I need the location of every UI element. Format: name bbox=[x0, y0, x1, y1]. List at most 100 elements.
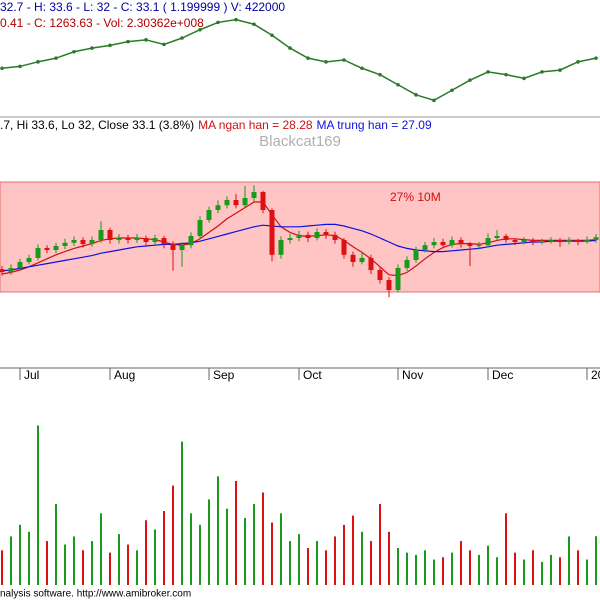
candle-body bbox=[377, 270, 383, 280]
moving-average bbox=[1, 223, 597, 272]
candle-body bbox=[8, 268, 14, 272]
volume-bar bbox=[28, 531, 30, 585]
index-point bbox=[522, 76, 526, 81]
candle-body bbox=[206, 210, 212, 220]
volume-bar bbox=[406, 552, 408, 585]
volume-bar bbox=[145, 520, 147, 585]
volume-bar bbox=[568, 536, 570, 585]
volume-bar bbox=[181, 441, 183, 585]
volume-bar bbox=[100, 513, 102, 585]
volume-bar bbox=[82, 550, 84, 585]
candle-body bbox=[143, 238, 149, 242]
x-tick-label: 20 bbox=[591, 368, 600, 382]
candle-body bbox=[539, 241, 545, 243]
candle-body bbox=[593, 237, 599, 240]
volume-bar bbox=[469, 550, 471, 585]
index-point bbox=[540, 70, 544, 74]
volume-bar bbox=[379, 504, 381, 585]
volume-bar bbox=[397, 548, 399, 585]
candle-body bbox=[458, 240, 464, 244]
volume-bar bbox=[523, 559, 525, 585]
candle-body bbox=[359, 258, 365, 262]
main-title: .7, Hi 33.6, Lo 32, Close 33.1 (3.8%) bbox=[0, 118, 194, 132]
volume-bar bbox=[334, 536, 336, 585]
candle-body bbox=[557, 240, 563, 242]
index-point bbox=[468, 78, 472, 82]
watermark: Blackcat169 bbox=[259, 133, 341, 150]
index-point bbox=[234, 17, 238, 22]
candle-body bbox=[152, 238, 158, 242]
footer: nalysis software. http://www.amibroker.c… bbox=[0, 589, 191, 600]
candle-body bbox=[62, 242, 68, 246]
candle-body bbox=[305, 234, 311, 238]
index-point bbox=[432, 98, 436, 103]
candle-body bbox=[125, 238, 131, 240]
index-point bbox=[126, 39, 130, 44]
candle-body bbox=[323, 232, 329, 235]
index-point bbox=[0, 66, 4, 71]
volume-bar bbox=[55, 504, 57, 585]
legend-entry: MA ngan han = 28.28 bbox=[198, 118, 313, 132]
candle-body bbox=[80, 240, 86, 244]
x-tick-label: Jul bbox=[24, 368, 39, 382]
volume-bar bbox=[172, 485, 174, 585]
candle-body bbox=[584, 240, 590, 242]
top-subtitle: 0.41 - C: 1263.63 - Vol: 2.30362e+008 bbox=[0, 16, 204, 30]
candle-body bbox=[431, 242, 437, 246]
index-point bbox=[36, 60, 40, 64]
candle-body bbox=[485, 238, 491, 246]
candle-body bbox=[278, 240, 284, 255]
volume-bar bbox=[361, 531, 363, 585]
legend-entry: MA trung han = 27.09 bbox=[317, 118, 432, 132]
index-point bbox=[360, 66, 364, 71]
candle-body bbox=[287, 238, 293, 240]
volume-bar bbox=[91, 541, 93, 585]
candle-body bbox=[494, 236, 500, 238]
volume-bar bbox=[433, 559, 435, 585]
candle-body bbox=[566, 240, 572, 242]
volume-bar bbox=[235, 480, 237, 585]
volume-bar bbox=[163, 511, 165, 585]
volume-bar bbox=[280, 513, 282, 585]
x-tick-label: Aug bbox=[114, 368, 135, 382]
candle-body bbox=[503, 236, 509, 240]
volume-bar bbox=[496, 557, 498, 585]
index-point bbox=[198, 27, 202, 32]
volume-bar bbox=[244, 517, 246, 585]
index-point bbox=[72, 49, 76, 54]
volume-bar bbox=[19, 524, 21, 585]
candle-body bbox=[422, 245, 428, 250]
volume-bar bbox=[118, 534, 120, 585]
index-point bbox=[378, 72, 382, 77]
volume-bar bbox=[298, 534, 300, 585]
candle-body bbox=[341, 240, 347, 255]
index-point bbox=[288, 46, 292, 50]
candle-body bbox=[476, 245, 482, 247]
index-point bbox=[558, 68, 562, 72]
volume-bar bbox=[1, 550, 3, 585]
index-point bbox=[504, 72, 508, 77]
volume-bar bbox=[442, 557, 444, 585]
index-point bbox=[342, 58, 346, 62]
x-tick-label: Oct bbox=[303, 368, 322, 382]
volume-bar bbox=[505, 513, 507, 585]
candle-body bbox=[134, 238, 140, 240]
volume-bar bbox=[253, 504, 255, 585]
candle-body bbox=[296, 234, 302, 238]
volume-bar bbox=[541, 561, 543, 585]
candle-body bbox=[53, 246, 59, 250]
candle-body bbox=[17, 262, 23, 268]
volume-bar bbox=[37, 425, 39, 585]
volume-bar bbox=[271, 522, 273, 585]
x-tick-label: Nov bbox=[402, 368, 423, 382]
candle-body bbox=[512, 240, 518, 242]
candle-body bbox=[269, 210, 275, 255]
index-point bbox=[486, 70, 490, 74]
candle-body bbox=[530, 240, 536, 242]
index-point bbox=[18, 64, 22, 69]
top-title: 32.7 - H: 33.6 - L: 32 - C: 33.1 ( 1.199… bbox=[0, 0, 285, 14]
candle-body bbox=[404, 260, 410, 268]
candle-body bbox=[107, 230, 113, 240]
